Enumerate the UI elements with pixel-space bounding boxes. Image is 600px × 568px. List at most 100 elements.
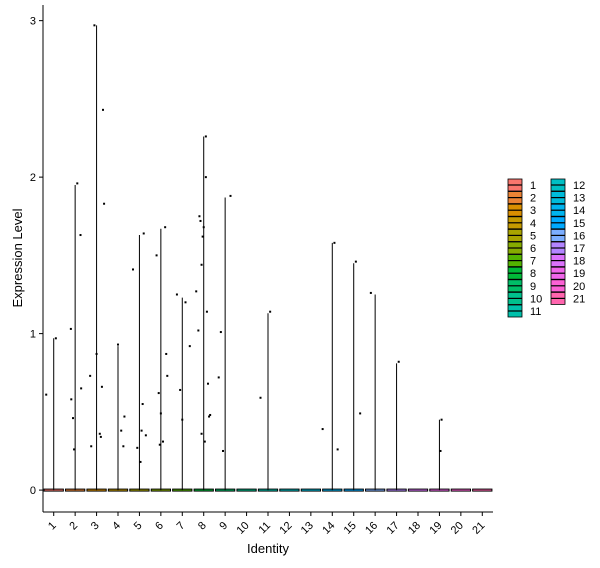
legend-item: 11 <box>507 304 541 318</box>
data-point <box>54 337 57 340</box>
data-point <box>222 449 224 452</box>
data-point <box>103 202 106 205</box>
legend-label: 21 <box>573 293 585 305</box>
data-point <box>159 412 162 415</box>
legend-item: 12 <box>550 178 585 192</box>
data-point <box>93 24 96 27</box>
data-point <box>197 329 200 332</box>
data-point <box>79 234 82 237</box>
violin-group <box>429 418 450 492</box>
data-point <box>205 310 208 313</box>
data-point <box>195 290 198 293</box>
data-point <box>122 445 125 448</box>
data-point <box>117 343 119 346</box>
legend-label: 12 <box>573 180 585 192</box>
y-tick-label: 1 <box>30 329 36 341</box>
legend-item: 5 <box>507 228 536 242</box>
legend-label: 10 <box>530 293 542 305</box>
data-point <box>95 352 98 355</box>
data-point <box>166 374 169 377</box>
violin-group <box>450 488 472 492</box>
data-point <box>439 449 442 452</box>
x-tick-label: 3 <box>89 520 102 533</box>
violin-group <box>472 488 493 492</box>
legend-item: 6 <box>507 241 536 255</box>
plot-area <box>43 24 493 492</box>
legend-item: 13 <box>550 191 585 205</box>
violin-group <box>365 291 386 492</box>
legend-item: 1 <box>507 178 536 192</box>
violin-group <box>107 343 129 492</box>
legend-label: 1 <box>530 180 536 192</box>
x-tick-label: 14 <box>320 520 337 537</box>
y-axis: 0 1 2 3 <box>30 5 44 512</box>
legend-item: 2 <box>507 191 536 205</box>
violin-group <box>129 232 150 492</box>
x-tick-label: 9 <box>217 520 230 533</box>
y-tick-label: 3 <box>30 16 36 28</box>
data-point <box>158 443 161 446</box>
data-point <box>202 226 205 229</box>
violin-group <box>43 337 64 492</box>
violin-group <box>215 194 236 492</box>
legend-label: 13 <box>573 193 585 205</box>
data-point <box>397 360 400 363</box>
legend-item: 20 <box>550 279 585 293</box>
data-point <box>200 263 203 266</box>
legend-item: 21 <box>550 291 585 305</box>
violin-group <box>236 488 257 492</box>
data-point <box>203 440 206 443</box>
x-tick-label: 8 <box>196 520 209 533</box>
x-tick-label: 18 <box>406 520 423 537</box>
x-tick-label: 1 <box>46 520 59 533</box>
violin-group <box>300 488 322 492</box>
data-point <box>140 429 143 432</box>
data-point <box>188 345 191 348</box>
legend-label: 5 <box>530 230 536 242</box>
data-point <box>207 382 209 385</box>
legend-item: 17 <box>550 241 585 255</box>
violin-base <box>407 488 429 492</box>
data-point <box>204 135 207 138</box>
data-point <box>89 374 92 377</box>
violin-base <box>300 488 322 492</box>
data-point <box>100 385 103 388</box>
legend-label: 3 <box>530 205 536 217</box>
legend-label: 6 <box>530 243 536 255</box>
data-point <box>369 291 372 294</box>
data-point <box>120 429 123 432</box>
data-point <box>184 301 187 304</box>
y-tick-label: 2 <box>30 172 36 184</box>
data-point <box>181 418 184 421</box>
data-point <box>208 415 211 418</box>
legend-label: 19 <box>573 268 585 280</box>
data-point <box>70 398 73 401</box>
violin-group <box>257 310 279 492</box>
data-point <box>164 226 167 229</box>
violin-group <box>86 24 107 492</box>
data-point <box>165 352 168 355</box>
legend-label: 8 <box>530 268 536 280</box>
violin-group <box>150 226 171 492</box>
x-tick-label: 2 <box>67 520 80 533</box>
legend-label: 20 <box>573 281 585 293</box>
data-point <box>157 392 160 395</box>
violin-group <box>321 241 343 492</box>
legend-label: 15 <box>573 218 585 230</box>
x-axis: 1 2 3 4 5 6 7 8 9 10 11 12 13 14 15 16 17 18 19 20 21 <box>43 511 493 537</box>
x-axis-title: Identity <box>247 541 289 556</box>
x-tick-label: 11 <box>257 520 274 537</box>
x-tick-label: 19 <box>427 520 444 537</box>
data-point <box>179 388 182 391</box>
data-point <box>333 241 336 244</box>
data-point <box>141 403 144 406</box>
legend-label: 16 <box>573 230 585 242</box>
violin-group <box>407 488 429 492</box>
y-axis-title: Expression Level <box>10 208 25 307</box>
data-point <box>80 387 83 390</box>
legend-item: 8 <box>507 266 536 280</box>
violin-base <box>279 488 300 492</box>
violin-base <box>450 488 472 492</box>
data-point <box>354 260 357 263</box>
x-tick-label: 16 <box>363 520 380 537</box>
